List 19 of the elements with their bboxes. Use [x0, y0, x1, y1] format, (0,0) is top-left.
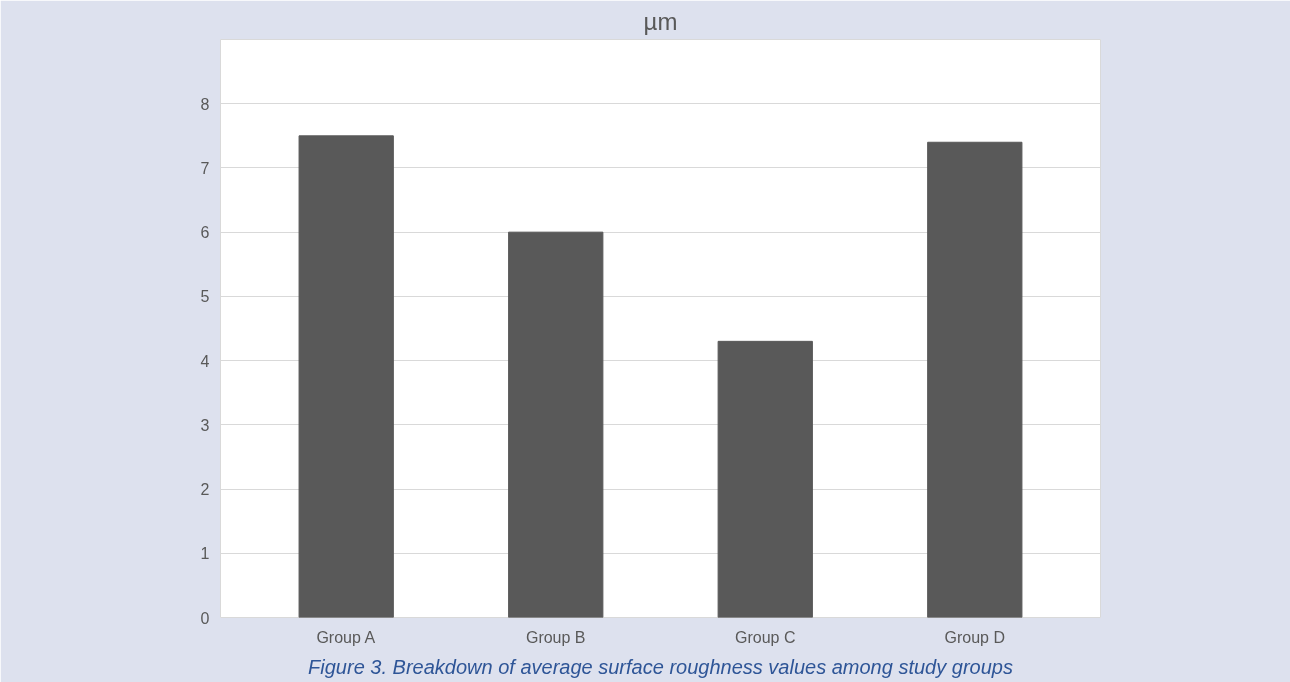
y-tick-label: 2: [200, 481, 210, 499]
y-tick-label: 0: [200, 609, 210, 627]
bar: [508, 231, 604, 618]
y-tick-label: 1: [200, 545, 210, 563]
y-tick-label: 6: [200, 224, 210, 242]
chart-title: µm: [643, 7, 678, 35]
y-tick-label: 8: [200, 95, 210, 113]
x-tick-label: Group C: [735, 628, 796, 646]
y-tick-label: 5: [200, 288, 210, 306]
y-tick-label: 7: [200, 159, 210, 177]
bar: [298, 135, 394, 618]
y-tick-label: 3: [200, 416, 210, 434]
bar: [927, 141, 1023, 618]
y-tick-label: 4: [200, 352, 210, 370]
bar: [717, 340, 813, 618]
x-tick-label: Group D: [944, 628, 1006, 646]
x-tick-label: Group A: [316, 628, 376, 646]
x-tick-label: Group B: [525, 628, 586, 646]
caption: Figure 3. Breakdown of average surface roughness values among study groups: [308, 655, 1013, 678]
